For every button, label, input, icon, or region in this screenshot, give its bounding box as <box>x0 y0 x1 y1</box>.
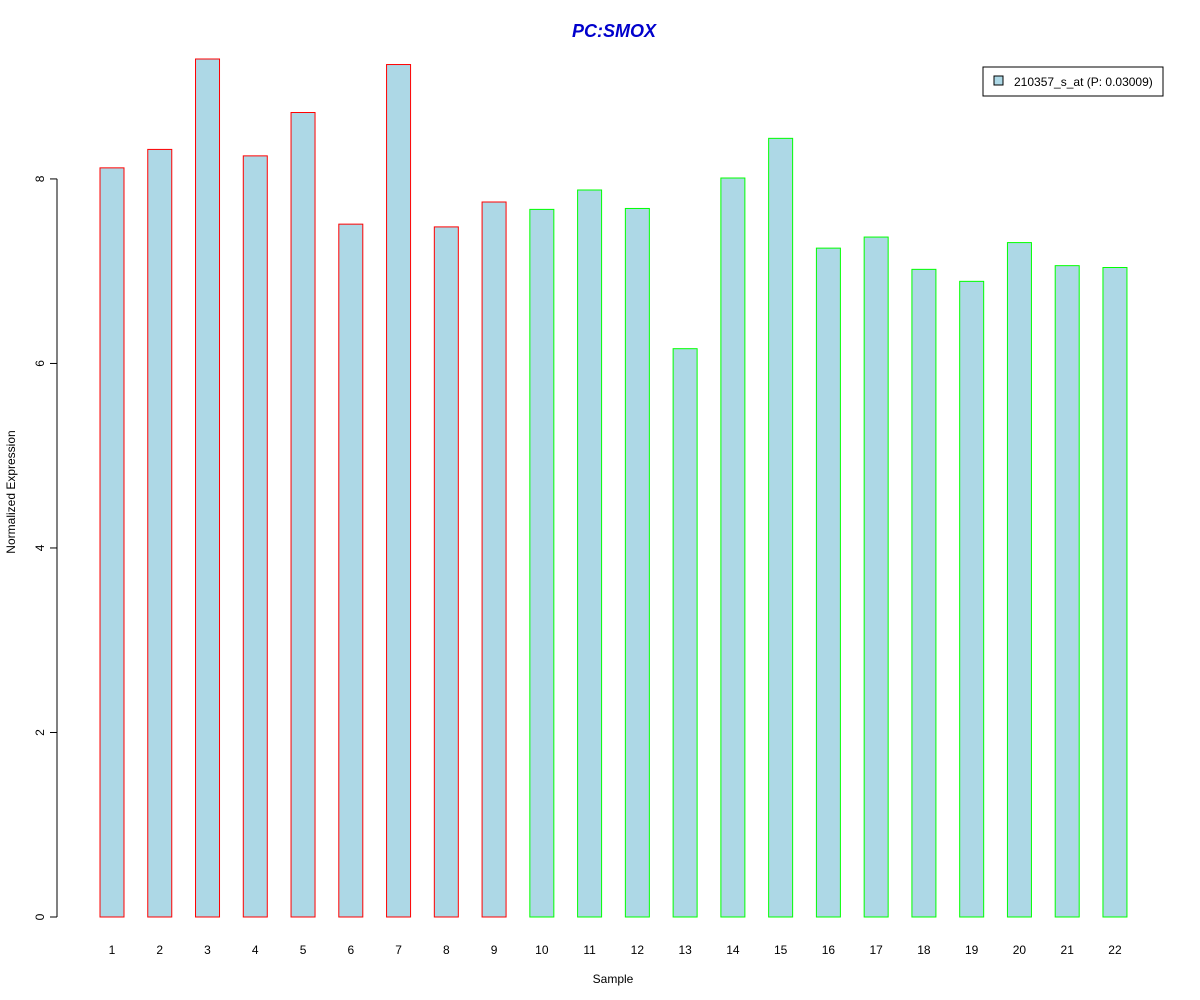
bar-sample-12 <box>624 207 650 918</box>
x-tick-label: 8 <box>443 943 450 957</box>
y-tick-label: 4 <box>33 544 47 551</box>
y-tick-label: 0 <box>33 913 47 920</box>
chart-title: PC:SMOX <box>572 21 657 41</box>
bar-sample-5 <box>290 112 316 918</box>
x-tick-label: 13 <box>678 943 692 957</box>
bar-sample-6 <box>338 223 364 918</box>
x-tick-label: 7 <box>395 943 402 957</box>
bar-sample-8 <box>433 226 459 918</box>
bar-sample-7 <box>386 64 412 918</box>
bar-sample-2 <box>147 148 173 918</box>
bar-sample-10 <box>529 208 555 918</box>
bar-sample-16 <box>815 247 841 918</box>
bar-sample-4 <box>242 155 268 918</box>
x-tick-label: 20 <box>1013 943 1027 957</box>
y-tick-label: 8 <box>33 175 47 182</box>
x-tick-label: 15 <box>774 943 788 957</box>
x-tick-label: 16 <box>822 943 836 957</box>
y-tick-label: 6 <box>33 360 47 367</box>
y-axis: 0 2 4 6 8 <box>33 175 58 920</box>
bar-sample-20 <box>1006 242 1032 918</box>
x-tick-label: 21 <box>1061 943 1075 957</box>
x-tick-label: 10 <box>535 943 549 957</box>
legend-swatch <box>993 75 1004 86</box>
bar-sample-21 <box>1054 265 1080 918</box>
legend-box <box>982 66 1164 97</box>
y-tick-label: 2 <box>33 729 47 736</box>
x-tick-label: 22 <box>1108 943 1122 957</box>
legend-label: 210357_s_at (P: 0.03009) <box>1014 75 1153 89</box>
x-tick-label: 5 <box>300 943 307 957</box>
x-tick-label: 4 <box>252 943 259 957</box>
legend: 210357_s_at (P: 0.03009) <box>982 66 1164 97</box>
bar-sample-22 <box>1102 267 1128 918</box>
x-tick-label: 6 <box>347 943 354 957</box>
bar-sample-11 <box>577 189 603 918</box>
bars-group <box>99 58 1128 918</box>
bar-sample-14 <box>720 177 746 918</box>
x-tick-label: 17 <box>869 943 883 957</box>
bar-sample-15 <box>768 137 794 918</box>
bar-sample-13 <box>672 348 698 918</box>
bar-sample-19 <box>959 280 985 918</box>
x-tick-label: 14 <box>726 943 740 957</box>
x-tick-label: 19 <box>965 943 979 957</box>
x-tick-label: 2 <box>156 943 163 957</box>
x-tick-label: 11 <box>583 943 596 957</box>
x-axis-title: Sample <box>593 972 634 986</box>
bar-sample-18 <box>911 268 937 918</box>
bar-sample-9 <box>481 201 507 918</box>
y-axis-title: Normalized Expression <box>4 430 18 553</box>
x-tick-label: 1 <box>109 943 116 957</box>
x-tick-label: 18 <box>917 943 931 957</box>
x-tick-labels: 1 2 3 4 5 6 7 8 9 10 11 12 13 14 15 16 17 18 19 20 21 22 <box>109 943 1122 957</box>
bar-sample-3 <box>195 58 221 918</box>
bar-sample-1 <box>99 167 125 918</box>
bar-sample-17 <box>863 236 889 918</box>
x-tick-label: 12 <box>631 943 645 957</box>
x-tick-label: 9 <box>491 943 498 957</box>
x-tick-label: 3 <box>204 943 211 957</box>
